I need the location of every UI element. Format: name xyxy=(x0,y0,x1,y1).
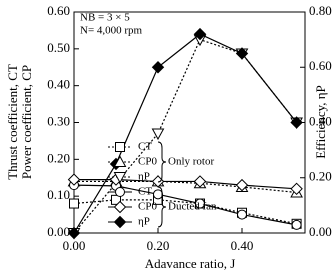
y2-tick-label: 0.40 xyxy=(309,113,332,128)
marker xyxy=(113,200,127,214)
legend-group-label: Only rotor xyxy=(168,156,214,168)
y-tick-label: 0.40 xyxy=(47,77,70,92)
y-tick-label: 0.30 xyxy=(47,113,70,128)
x-tick-label: 0.40 xyxy=(231,238,254,253)
series-line xyxy=(73,33,298,234)
y2-tick-label: 0.20 xyxy=(309,169,332,184)
marker xyxy=(235,47,249,60)
series-line xyxy=(73,38,298,234)
annotation: N= 4,000 rpm xyxy=(80,25,143,37)
series-line xyxy=(74,178,297,190)
x-axis-title: Adavance ratio, J xyxy=(145,256,236,271)
legend-label: CT xyxy=(138,141,152,153)
marker xyxy=(115,187,125,197)
legend-label: ηP xyxy=(138,216,150,228)
marker xyxy=(69,198,79,209)
y-axis-title: Thrust coefficient, CT xyxy=(5,64,20,180)
y2-tick-label: 0.00 xyxy=(309,224,332,239)
marker xyxy=(113,172,127,184)
series-line xyxy=(73,184,297,226)
annotation: NB = 3 × 5 xyxy=(80,12,130,24)
marker xyxy=(113,155,127,167)
legend-group-label: Ducted fan xyxy=(168,201,217,213)
series-line xyxy=(74,180,297,194)
marker xyxy=(237,209,247,220)
x-tick-label: 0.00 xyxy=(63,238,86,253)
marker xyxy=(291,219,302,230)
marker xyxy=(115,142,125,152)
marker xyxy=(290,182,303,196)
y-tick-label: 0.50 xyxy=(47,40,70,55)
marker xyxy=(290,116,303,129)
legend-label: CP0 xyxy=(138,201,157,213)
marker xyxy=(235,178,249,192)
marker xyxy=(151,61,165,74)
marker xyxy=(193,175,207,188)
y2-tick-label: 0.80 xyxy=(309,3,332,18)
legend-label: CT xyxy=(138,186,152,198)
marker xyxy=(67,226,81,240)
series-line xyxy=(73,199,297,225)
y2-tick-label: 0.60 xyxy=(309,58,332,73)
legend-brace xyxy=(157,186,167,228)
legend-label: ηP xyxy=(138,171,150,183)
marker xyxy=(195,198,205,209)
marker xyxy=(67,173,81,186)
y-tick-label: 0.20 xyxy=(47,150,70,165)
y-tick-label: 0.00 xyxy=(47,224,70,239)
marker xyxy=(151,128,165,141)
legend-brace xyxy=(157,141,167,183)
y-tick-label: 0.60 xyxy=(47,3,70,18)
marker xyxy=(111,194,121,205)
x-tick-label: 0.20 xyxy=(147,238,170,253)
marker xyxy=(193,27,207,41)
y-axis-title: Power coefficient, CP xyxy=(19,65,34,179)
marker xyxy=(153,189,163,200)
legend-label: CP0 xyxy=(138,156,157,168)
marker xyxy=(113,215,127,229)
y-tick-label: 0.10 xyxy=(47,187,70,202)
y2-axis-title: Efficiency, ηP xyxy=(313,85,328,159)
